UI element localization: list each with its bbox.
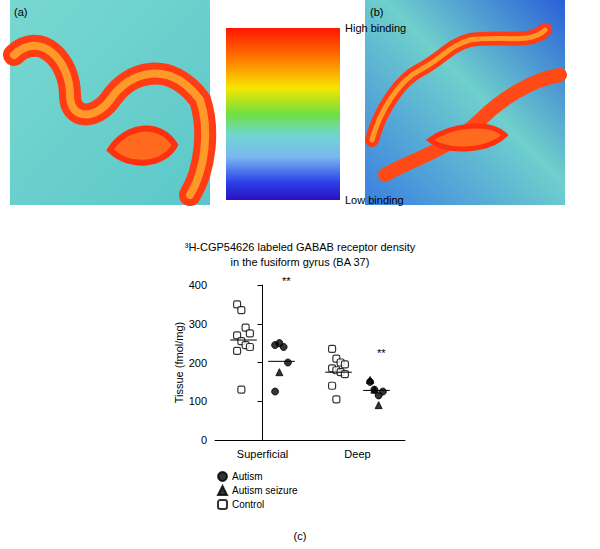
svg-text:Autism: Autism xyxy=(232,471,263,482)
svg-text:**: ** xyxy=(377,347,386,359)
svg-text:Superficial: Superficial xyxy=(237,448,288,460)
svg-text:400: 400 xyxy=(189,279,207,291)
svg-text:in the fusiform gyrus (BA 37): in the fusiform gyrus (BA 37) xyxy=(231,256,370,268)
svg-text:300: 300 xyxy=(189,318,207,330)
html-text:Low binding: Low binding xyxy=(345,194,404,206)
svg-text:100: 100 xyxy=(189,395,207,407)
svg-text:200: 200 xyxy=(189,357,207,369)
svg-text:Autism seizure: Autism seizure xyxy=(232,485,298,496)
svg-text:**: ** xyxy=(282,275,291,287)
html-text:(a): (a) xyxy=(14,6,28,18)
svg-text:0: 0 xyxy=(201,434,207,446)
svg-text:Control: Control xyxy=(232,499,264,510)
svg-text:³H-CGP54626 labeled GABAB rece: ³H-CGP54626 labeled GABAB receptor densi… xyxy=(185,241,416,253)
svg-text:Deep: Deep xyxy=(344,448,370,460)
html-text:(b): (b) xyxy=(370,6,384,18)
svg-text:Tissue (fmol/mg): Tissue (fmol/mg) xyxy=(173,322,185,404)
html-text:High binding: High binding xyxy=(345,22,407,34)
svg-text:(c): (c) xyxy=(294,530,307,542)
